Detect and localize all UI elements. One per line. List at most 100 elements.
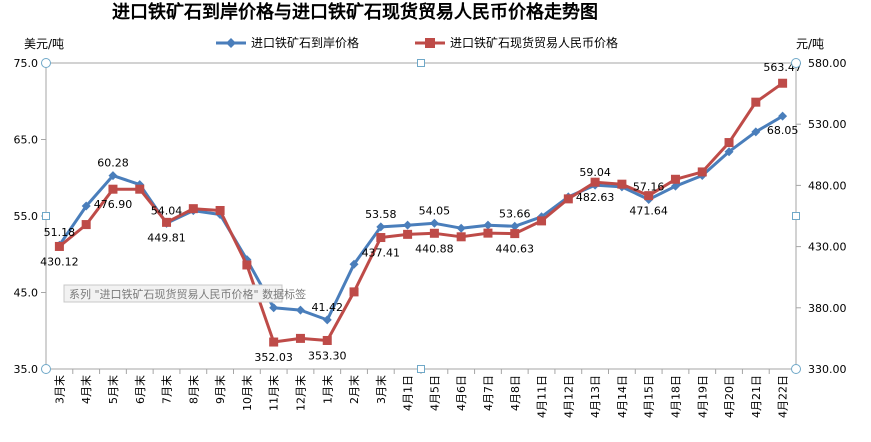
series-line-rmb[interactable] — [58, 81, 784, 344]
x-axis-category-label: 12月末 — [293, 375, 307, 411]
rmb-data-label: 449.81 — [147, 231, 186, 244]
left-axis: 35.0 45.0 55.0 65.0 75.0 — [14, 57, 46, 376]
x-axis-category-label: 2月末 — [347, 375, 361, 404]
rmb-point-marker[interactable] — [349, 287, 359, 297]
right-axis-tick-label: 480.00 — [808, 179, 847, 192]
legend-label-cif: 进口铁矿石到岸价格 — [251, 35, 359, 50]
cif-data-label: 54.04 — [151, 204, 183, 217]
rmb-data-label: 430.12 — [40, 255, 79, 268]
x-axis-category-label: 4月6日 — [455, 375, 468, 411]
legend-label-rmb: 进口铁矿石现货贸易人民币价格 — [450, 35, 618, 50]
resize-handle-bottom-left[interactable] — [41, 364, 51, 374]
legend-item-rmb[interactable]: 进口铁矿石现货贸易人民币价格 — [415, 35, 618, 50]
cif-data-label: 54.05 — [419, 204, 451, 217]
cif-point-marker[interactable] — [81, 201, 91, 211]
cif-data-label: 60.28 — [97, 157, 129, 170]
x-axis: 3月末 4月末 5月末 6月末 7月末 8月末 9月末 10月末 11月末 12月末 1月末 2月末 3… — [45, 369, 797, 418]
right-axis: 330.00 380.00 430.00 480.00 530.00 580.00 — [796, 57, 847, 376]
cif-point-marker[interactable] — [429, 218, 439, 228]
left-axis-tick-label: 35.0 — [14, 363, 39, 376]
rmb-point-marker[interactable] — [563, 194, 573, 204]
resize-handle-middle-left[interactable] — [42, 212, 50, 220]
rmb-data-label: 482.63 — [576, 191, 615, 204]
resize-handle-bottom-right[interactable] — [791, 364, 801, 374]
x-axis-category-label: 10月末 — [240, 375, 254, 411]
rmb-point-marker[interactable] — [483, 228, 493, 238]
cif-point-marker[interactable] — [295, 305, 305, 315]
cif-data-label: 53.66 — [499, 207, 531, 220]
x-axis-category-label: 4月7日 — [482, 375, 495, 411]
right-axis-tick-label: 530.00 — [808, 118, 847, 131]
x-axis-category-label: 4月8日 — [509, 375, 522, 411]
tooltip: 系列 "进口铁矿石现货贸易人民币价格" 数据标签 — [63, 284, 306, 303]
selection-handles[interactable] — [41, 58, 801, 374]
rmb-point-marker[interactable] — [697, 167, 707, 177]
x-axis-category-label: 4月21日 — [750, 375, 763, 418]
rmb-point-marker[interactable] — [644, 191, 654, 201]
rmb-point-marker[interactable] — [108, 184, 118, 194]
rmb-point-marker[interactable] — [376, 233, 386, 243]
cif-point-marker[interactable] — [510, 221, 520, 231]
cif-point-marker[interactable] — [376, 222, 386, 232]
x-axis-category-label: 1月末 — [320, 375, 334, 404]
resize-handle-top-right[interactable] — [791, 58, 801, 68]
cif-point-marker[interactable] — [456, 223, 466, 233]
rmb-point-marker[interactable] — [429, 228, 439, 238]
left-axis-tick-label: 45.0 — [14, 287, 39, 300]
cif-point-marker[interactable] — [269, 303, 279, 313]
legend-item-cif[interactable]: 进口铁矿石到岸价格 — [216, 35, 359, 50]
cif-point-marker[interactable] — [322, 315, 332, 325]
resize-handle-top-middle[interactable] — [417, 59, 425, 67]
rmb-point-marker[interactable] — [510, 229, 520, 239]
cif-point-marker[interactable] — [670, 181, 680, 191]
resize-handle-top-left[interactable] — [41, 58, 51, 68]
rmb-point-marker[interactable] — [403, 229, 413, 239]
cif-data-label: 57.16 — [633, 180, 665, 193]
right-axis-tick-label: 430.00 — [808, 241, 847, 254]
resize-handle-middle-right[interactable] — [792, 212, 800, 220]
rmb-point-marker[interactable] — [590, 177, 600, 187]
cif-point-marker[interactable] — [349, 259, 359, 269]
rmb-point-marker[interactable] — [135, 184, 145, 194]
cif-point-marker[interactable] — [108, 171, 118, 181]
rmb-point-marker[interactable] — [456, 232, 466, 242]
rmb-point-marker[interactable] — [295, 333, 305, 343]
x-axis-category-label: 4月12日 — [562, 375, 575, 418]
rmb-point-marker[interactable] — [242, 260, 252, 270]
rmb-point-marker[interactable] — [322, 335, 332, 345]
rmb-point-marker[interactable] — [670, 174, 680, 184]
rmb-point-marker[interactable] — [724, 138, 734, 148]
rmb-point-marker[interactable] — [188, 204, 198, 214]
rmb-data-label: 471.64 — [629, 205, 668, 218]
rmb-point-marker[interactable] — [537, 216, 547, 226]
rmb-data-label: 353.30 — [308, 349, 347, 362]
x-axis-category-label: 11月末 — [267, 375, 281, 411]
rmb-point-marker[interactable] — [778, 78, 788, 88]
data-labels: 51.18 60.28 54.04 41.42 53.58 54.05 53.66 59.04… — [40, 61, 802, 364]
right-axis-unit: 元/吨 — [796, 37, 824, 51]
rmb-point-marker[interactable] — [54, 241, 64, 251]
rmb-point-marker[interactable] — [215, 205, 225, 215]
rmb-point-marker[interactable] — [81, 220, 91, 230]
x-axis-category-label: 4月20日 — [723, 375, 736, 418]
rmb-point-marker[interactable] — [751, 97, 761, 107]
rmb-data-label: 440.63 — [496, 243, 535, 256]
cif-point-marker[interactable] — [751, 127, 761, 137]
cif-point-marker[interactable] — [483, 220, 493, 230]
x-axis-category-label: 4月22日 — [777, 375, 790, 418]
rmb-point-marker[interactable] — [617, 179, 627, 189]
rmb-point-marker[interactable] — [269, 337, 279, 347]
cif-point-marker[interactable] — [403, 220, 413, 230]
cif-data-label: 68.05 — [767, 124, 799, 137]
rmb-point-marker[interactable] — [162, 217, 172, 227]
rmb-data-label: 440.88 — [415, 242, 454, 255]
resize-handle-bottom-middle[interactable] — [417, 365, 425, 373]
cif-point-marker[interactable] — [724, 147, 734, 157]
x-axis-category-label: 4月1日 — [402, 375, 415, 411]
x-axis-category-label: 3月末 — [52, 375, 66, 404]
cif-data-label: 41.42 — [312, 301, 344, 314]
legend[interactable]: 进口铁矿石到岸价格 进口铁矿石现货贸易人民币价格 — [216, 35, 618, 50]
cif-point-marker[interactable] — [778, 111, 788, 121]
x-axis-category-label: 4月末 — [79, 375, 93, 404]
